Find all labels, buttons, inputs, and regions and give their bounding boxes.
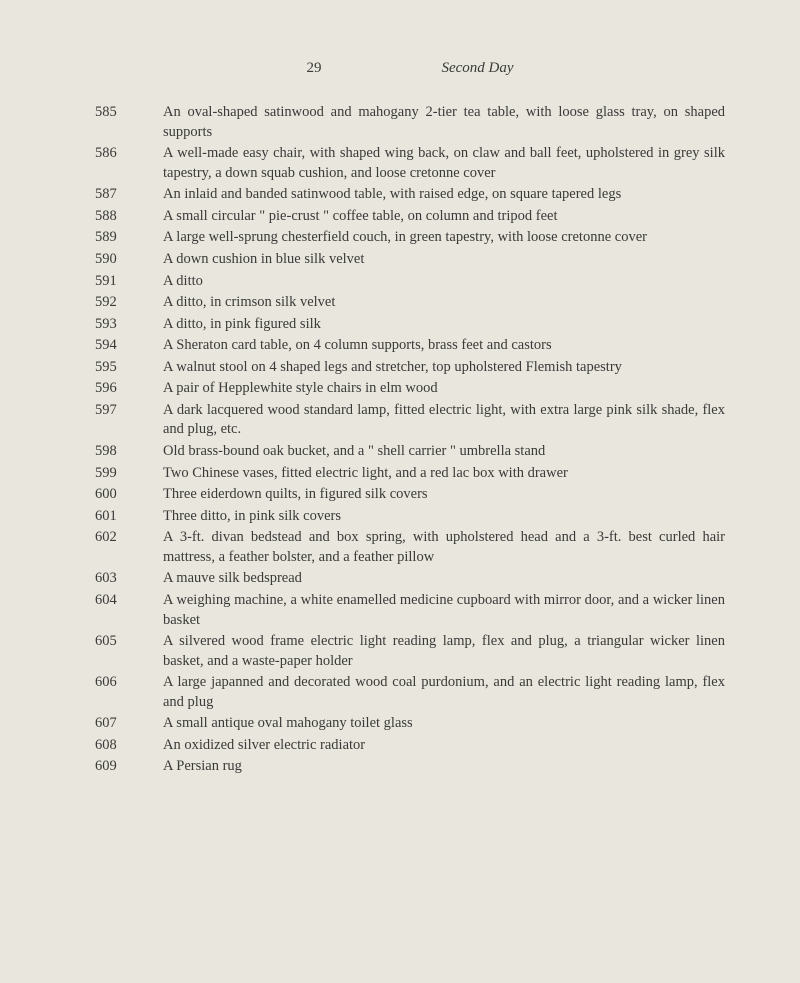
lot-number: 608 xyxy=(95,736,159,756)
lot-description: A 3-ft. divan bedstead and box spring, w… xyxy=(159,528,725,567)
lot-number: 593 xyxy=(95,315,159,335)
catalogue-entry: 607A small antique oval mahogany toilet … xyxy=(95,714,725,734)
catalogue-entries: 585An oval-shaped satinwood and mahogany… xyxy=(95,103,725,777)
catalogue-entry: 603A mauve silk bedspread xyxy=(95,569,725,589)
lot-description: A large japanned and decorated wood coal… xyxy=(159,673,725,712)
catalogue-entry: 606A large japanned and decorated wood c… xyxy=(95,673,725,712)
page-header: 29 Second Day xyxy=(95,60,725,77)
catalogue-entry: 597A dark lacquered wood standard lamp, … xyxy=(95,401,725,440)
lot-number: 602 xyxy=(95,528,159,567)
catalogue-entry: 587An inlaid and banded satinwood table,… xyxy=(95,185,725,205)
lot-description: An oxidized silver electric radiator xyxy=(159,736,725,756)
lot-description: A down cushion in blue silk velvet xyxy=(159,250,725,270)
catalogue-entry: 596A pair of Hepplewhite style chairs in… xyxy=(95,379,725,399)
lot-description: A large well-sprung chesterfield couch, … xyxy=(159,228,725,248)
catalogue-entry: 601Three ditto, in pink silk covers xyxy=(95,507,725,527)
catalogue-entry: 586A well-made easy chair, with shaped w… xyxy=(95,144,725,183)
lot-description: Three eiderdown quilts, in figured silk … xyxy=(159,485,725,505)
lot-number: 594 xyxy=(95,336,159,356)
page-number: 29 xyxy=(306,60,321,77)
lot-number: 585 xyxy=(95,103,159,142)
lot-number: 600 xyxy=(95,485,159,505)
catalogue-entry: 599Two Chinese vases, fitted electric li… xyxy=(95,464,725,484)
catalogue-entry: 600Three eiderdown quilts, in figured si… xyxy=(95,485,725,505)
lot-description: A mauve silk bedspread xyxy=(159,569,725,589)
catalogue-entry: 592A ditto, in crimson silk velvet xyxy=(95,293,725,313)
lot-description: A small antique oval mahogany toilet gla… xyxy=(159,714,725,734)
lot-description: A weighing machine, a white enamelled me… xyxy=(159,591,725,630)
lot-description: A dark lacquered wood standard lamp, fit… xyxy=(159,401,725,440)
lot-description: A silvered wood frame electric light rea… xyxy=(159,632,725,671)
lot-description: Old brass-bound oak bucket, and a " shel… xyxy=(159,442,725,462)
catalogue-entry: 591A ditto xyxy=(95,272,725,292)
lot-number: 586 xyxy=(95,144,159,183)
lot-number: 597 xyxy=(95,401,159,440)
lot-description: A ditto, in pink figured silk xyxy=(159,315,725,335)
lot-number: 595 xyxy=(95,358,159,378)
catalogue-entry: 595A walnut stool on 4 shaped legs and s… xyxy=(95,358,725,378)
catalogue-entry: 602A 3-ft. divan bedstead and box spring… xyxy=(95,528,725,567)
lot-description: A Persian rug xyxy=(159,757,725,777)
section-heading: Second Day xyxy=(441,60,513,77)
lot-description: A ditto, in crimson silk velvet xyxy=(159,293,725,313)
catalogue-entry: 609A Persian rug xyxy=(95,757,725,777)
catalogue-entry: 608An oxidized silver electric radiator xyxy=(95,736,725,756)
lot-description: An oval-shaped satinwood and mahogany 2-… xyxy=(159,103,725,142)
lot-number: 604 xyxy=(95,591,159,630)
lot-description: Two Chinese vases, fitted electric light… xyxy=(159,464,725,484)
lot-number: 609 xyxy=(95,757,159,777)
catalogue-entry: 589A large well-sprung chesterfield couc… xyxy=(95,228,725,248)
lot-description: An inlaid and banded satinwood table, wi… xyxy=(159,185,725,205)
lot-description: A walnut stool on 4 shaped legs and stre… xyxy=(159,358,725,378)
lot-description: A Sheraton card table, on 4 column suppo… xyxy=(159,336,725,356)
lot-number: 591 xyxy=(95,272,159,292)
lot-number: 605 xyxy=(95,632,159,671)
catalogue-entry: 593A ditto, in pink figured silk xyxy=(95,315,725,335)
lot-description: Three ditto, in pink silk covers xyxy=(159,507,725,527)
lot-number: 601 xyxy=(95,507,159,527)
lot-description: A ditto xyxy=(159,272,725,292)
document-page: 29 Second Day 585An oval-shaped satinwoo… xyxy=(0,0,800,819)
lot-number: 587 xyxy=(95,185,159,205)
catalogue-entry: 585An oval-shaped satinwood and mahogany… xyxy=(95,103,725,142)
lot-number: 606 xyxy=(95,673,159,712)
lot-number: 588 xyxy=(95,207,159,227)
lot-number: 589 xyxy=(95,228,159,248)
lot-description: A well-made easy chair, with shaped wing… xyxy=(159,144,725,183)
catalogue-entry: 588A small circular " pie-crust " coffee… xyxy=(95,207,725,227)
lot-description: A small circular " pie-crust " coffee ta… xyxy=(159,207,725,227)
lot-description: A pair of Hepplewhite style chairs in el… xyxy=(159,379,725,399)
catalogue-entry: 590A down cushion in blue silk velvet xyxy=(95,250,725,270)
catalogue-entry: 604A weighing machine, a white enamelled… xyxy=(95,591,725,630)
lot-number: 592 xyxy=(95,293,159,313)
lot-number: 590 xyxy=(95,250,159,270)
lot-number: 598 xyxy=(95,442,159,462)
lot-number: 596 xyxy=(95,379,159,399)
catalogue-entry: 594A Sheraton card table, on 4 column su… xyxy=(95,336,725,356)
catalogue-entry: 605A silvered wood frame electric light … xyxy=(95,632,725,671)
lot-number: 603 xyxy=(95,569,159,589)
lot-number: 599 xyxy=(95,464,159,484)
lot-number: 607 xyxy=(95,714,159,734)
catalogue-entry: 598Old brass-bound oak bucket, and a " s… xyxy=(95,442,725,462)
